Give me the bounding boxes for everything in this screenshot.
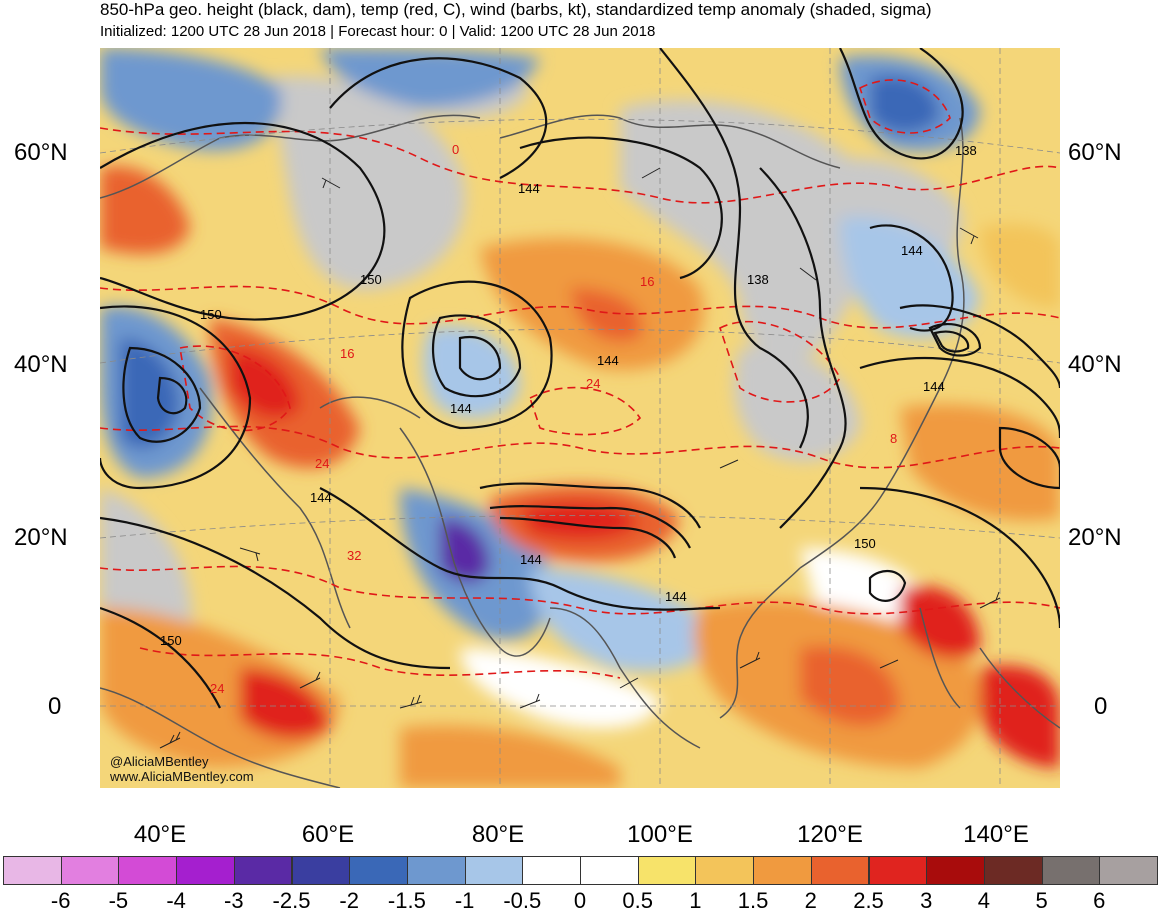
height-label: 144 — [520, 552, 542, 567]
height-label: 150 — [200, 307, 222, 322]
lat-label-right: 40°N — [1068, 351, 1122, 378]
colorbar-swatch — [291, 856, 351, 885]
wind-barbs — [159, 167, 1001, 749]
colorbar-label: -3 — [224, 888, 244, 913]
colorbar-label: 0 — [573, 888, 587, 913]
height-label: 138 — [955, 143, 977, 158]
colorbar-swatch — [406, 856, 466, 885]
colorbar-swatch — [522, 856, 581, 885]
weather-map: 144 150 138 150 144 144 144 144 150 144 … — [100, 48, 1060, 788]
colorbar-swatch — [810, 856, 870, 885]
colorbar-label: -6 — [50, 888, 71, 913]
contour-labels: 144 150 138 150 144 144 144 144 150 144 … — [160, 143, 977, 648]
lat-label-left: 40°N — [14, 351, 68, 378]
height-label: 144 — [310, 490, 332, 505]
colorbar-label: -4 — [166, 888, 186, 913]
colorbar-swatch — [464, 856, 524, 885]
height-label: 144 — [923, 379, 945, 394]
height-label: 144 — [665, 589, 687, 604]
lon-label: 140°E — [963, 821, 1029, 848]
colorbar-swatch — [926, 856, 985, 885]
colorbar-label: 6 — [1093, 888, 1106, 913]
height-label: 150 — [160, 633, 182, 648]
coastlines — [100, 114, 1060, 788]
colorbar-swatch — [695, 856, 755, 885]
colorbar-label: 1.5 — [737, 888, 769, 913]
height-label: 150 — [854, 536, 876, 551]
colorbar-swatch — [753, 856, 812, 885]
colorbar-swatch — [580, 856, 639, 885]
temp-label: 32 — [347, 548, 361, 563]
credit-handle: @AliciaMBentley — [110, 754, 209, 769]
colorbar-swatch — [118, 856, 178, 885]
lat-label-left: 60°N — [14, 139, 68, 166]
height-label: 138 — [747, 272, 769, 287]
colorbar-swatch — [3, 856, 62, 885]
colorbar-label: 1 — [689, 888, 702, 913]
colorbar-swatch — [60, 856, 120, 885]
colorbar-label: 4 — [977, 888, 991, 913]
colorbar-label: 2.5 — [853, 888, 884, 913]
colorbar-label: -2 — [339, 888, 359, 913]
lat-label-right: 0 — [1094, 693, 1108, 720]
colorbar-label: -2.5 — [272, 888, 311, 913]
colorbar-label: -1.5 — [387, 888, 426, 913]
temp-label: 8 — [890, 431, 897, 446]
anomaly-shading — [100, 48, 1060, 788]
credit-url: www.AliciaMBentley.com — [110, 769, 254, 784]
height-label: 150 — [360, 272, 382, 287]
temp-label: 24 — [210, 681, 224, 696]
colorbar-label: 5 — [1035, 888, 1048, 913]
temp-label: 0 — [452, 142, 459, 157]
graticule — [100, 48, 1060, 788]
height-label: 144 — [597, 353, 619, 368]
temp-label: 16 — [340, 346, 354, 361]
map-subtitle: Initialized: 1200 UTC 28 Jun 2018 | Fore… — [100, 23, 656, 40]
lon-label: 40°E — [133, 821, 187, 848]
temperature-contours — [100, 79, 1060, 679]
height-contours — [100, 48, 1060, 709]
map-title: 850-hPa geo. height (black, dam), temp (… — [100, 0, 932, 19]
lon-label: 120°E — [797, 821, 863, 848]
colorbar-label: -0.5 — [503, 888, 542, 913]
temp-label: 16 — [640, 274, 654, 289]
colorbar-swatch — [868, 856, 928, 885]
colorbar-swatch — [1099, 856, 1158, 885]
height-label: 144 — [450, 401, 472, 416]
temp-label: 24 — [586, 376, 600, 391]
colorbar-label: 2 — [804, 888, 817, 913]
colorbar-swatch — [637, 856, 697, 885]
lat-label-left: 0 — [48, 693, 62, 720]
height-label: 144 — [518, 181, 540, 196]
lon-label: 100°E — [627, 821, 693, 848]
colorbar-label: -5 — [108, 888, 129, 913]
colorbar-label: -1 — [454, 888, 475, 913]
colorbar-label: 0.5 — [622, 888, 653, 913]
lon-label: 60°E — [301, 821, 355, 848]
height-label: 144 — [901, 243, 923, 258]
temperature-labels: 0 16 16 24 24 32 24 8 — [210, 142, 897, 696]
lon-label: 80°E — [471, 821, 525, 848]
lat-label-right: 20°N — [1068, 524, 1122, 551]
colorbar-swatch — [1041, 856, 1101, 885]
lat-label-left: 20°N — [14, 524, 68, 551]
temp-label: 24 — [315, 456, 329, 471]
lat-label-right: 60°N — [1068, 139, 1122, 166]
colorbar-swatch — [349, 856, 408, 885]
colorbar-label: 3 — [920, 888, 933, 913]
colorbar-swatch — [176, 856, 235, 885]
colorbar-swatch — [233, 856, 293, 885]
colorbar-swatch — [983, 856, 1043, 885]
